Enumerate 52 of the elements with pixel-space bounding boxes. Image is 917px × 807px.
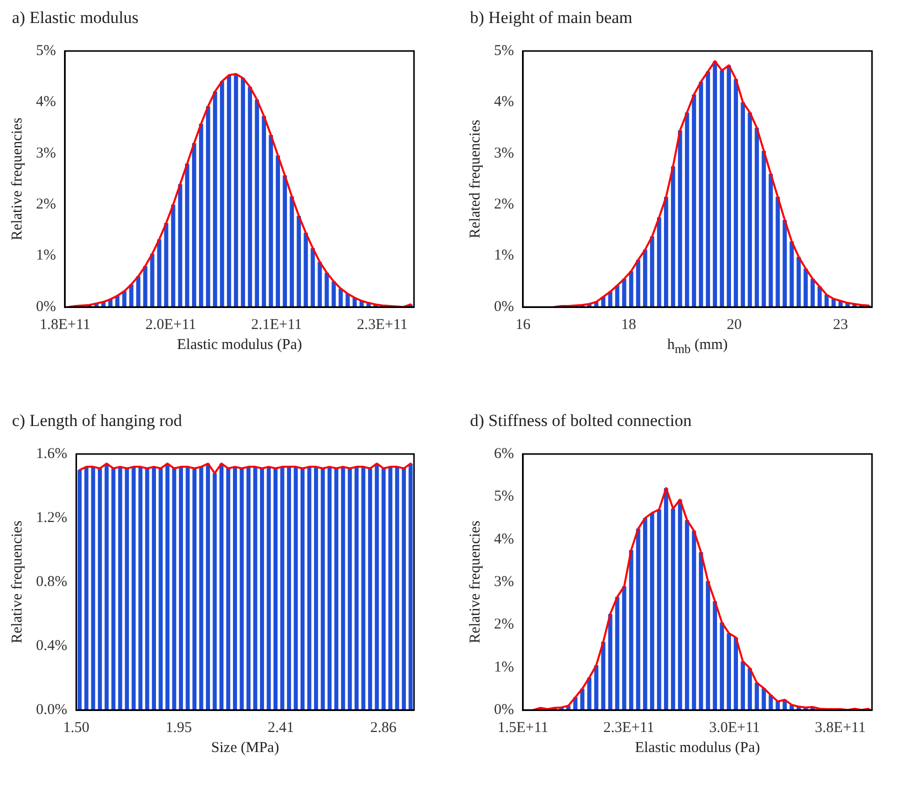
x-tick-label: 23 [832,316,848,333]
chart-title: c) Length of hanging rod [12,411,182,431]
x-tick-label: 16 [515,316,531,333]
x-tick-label: 20 [726,316,742,333]
x-tick-label: 1.50 [63,720,90,736]
y-tick-label: 3% [494,145,514,162]
chart-title: a) Elastic modulus [12,8,139,28]
x-tick-label: 3.0E+11 [709,720,760,736]
y-tick-label: 4% [494,531,514,548]
y-tick-label: 3% [494,574,514,590]
y-tick-label: 3% [36,145,56,162]
x-axis-title: Size (MPa) [211,740,280,757]
x-tick-label: 2.0E+11 [145,316,196,333]
x-axis-title: Elastic modulus (Pa) [176,337,302,354]
y-tick-label: 2% [494,616,514,633]
x-tick-label: 1.8E+11 [40,316,90,333]
y-tick-label: 1% [36,248,56,264]
x-tick-label: 2.86 [370,720,397,736]
y-tick-label: 1.2% [36,510,68,526]
y-tick-label: 5% [36,42,56,59]
x-tick-label: 2.3E+11 [603,720,654,736]
x-tick-label: 2.1E+11 [251,316,302,333]
y-tick-label: 6% [494,446,514,462]
x-tick-label: 2.3E+11 [356,316,408,333]
y-tick-label: 2% [494,196,514,213]
y-axis-title: Relative frequencies [10,118,26,240]
y-tick-label: 1% [494,659,514,676]
x-tick-label: 2.41 [268,720,294,736]
y-tick-label: 0% [494,298,514,315]
y-tick-label: 1.6% [36,446,68,462]
y-tick-label: 0.8% [36,574,68,590]
y-tick-label: 2% [36,196,56,213]
y-tick-label: 0.0% [36,702,68,718]
y-tick-label: 5% [494,42,514,59]
y-tick-label: 4% [494,94,514,110]
y-tick-label: 5% [494,488,514,505]
y-tick-label: 0.4% [36,638,68,654]
y-tick-label: 0% [494,702,514,718]
y-axis-title: Related frequencies [468,120,484,238]
y-tick-label: 1% [494,248,514,264]
y-tick-label: 4% [36,94,56,110]
x-tick-label: 1.5E+11 [498,720,548,736]
chart-title: b) Height of main beam [470,8,632,28]
x-axis-title: Elastic modulus (Pa) [634,740,760,757]
chart-title: d) Stiffness of bolted connection [470,411,692,431]
x-axis-title: h$_{mb}$ (mm) [667,337,728,357]
x-tick-label: 18 [621,316,636,333]
y-axis-title: Relative frequencies [468,520,484,644]
y-axis-title: Relative frequencies [10,520,26,644]
x-tick-label: 3.8E+11 [814,720,866,736]
x-tick-label: 1.95 [166,720,192,736]
y-tick-label: 0% [36,298,56,315]
